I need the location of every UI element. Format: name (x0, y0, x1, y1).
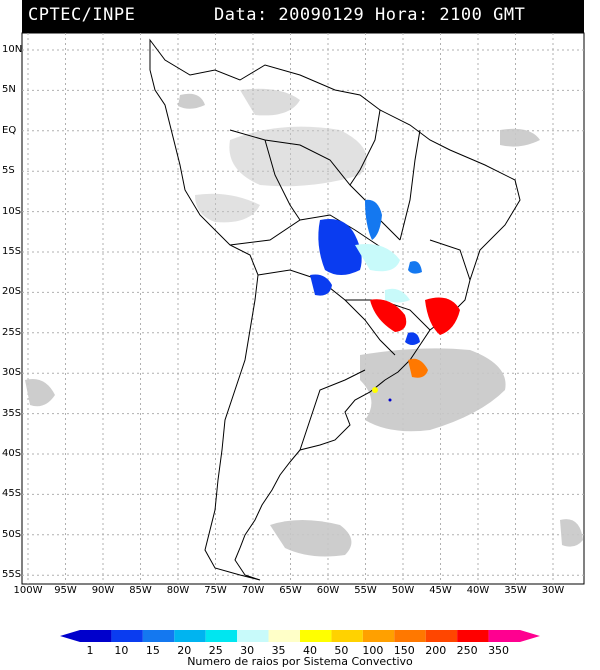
legend-value-label: 50 (334, 644, 349, 657)
legend-swatch (362, 630, 395, 642)
legend-value-label: 150 (393, 644, 415, 657)
longitude-label: 95W (54, 585, 77, 596)
date-time-label: Data: 20090129 Hora: 2100 GMT (214, 5, 526, 25)
longitude-label: 45W (429, 585, 452, 596)
legend-swatch (80, 630, 112, 642)
longitude-label: 70W (241, 585, 265, 596)
map-frame (21, 32, 585, 585)
longitude-label: 100W (13, 585, 43, 596)
latitude-label: 5N (2, 84, 16, 96)
legend-value-label: 20 (177, 644, 192, 657)
latitude-label: 50S (2, 528, 22, 540)
latitude-label: 5S (2, 165, 15, 177)
latitude-label: 20S (2, 286, 22, 298)
legend-value-label: 100 (362, 644, 384, 657)
legend-swatch (331, 630, 363, 642)
longitude-label: 90W (91, 585, 115, 596)
legend-colorbar (60, 630, 540, 642)
legend-value-label: 35 (271, 644, 286, 657)
legend-swatch (142, 630, 175, 642)
longitude-label: 40W (466, 585, 490, 596)
legend-swatch (457, 630, 489, 642)
map-header: CPTEC/INPE Data: 20090129 Hora: 2100 GMT (22, 0, 584, 33)
latitude-label: 45S (2, 488, 22, 500)
longitude-label: 85W (129, 585, 152, 596)
latitude-label: 10S (2, 205, 22, 217)
lightning-systems (310, 199, 460, 402)
longitude-label: 80W (166, 585, 190, 596)
legend-swatch (268, 630, 300, 642)
latitude-label: 35S (2, 407, 22, 419)
legend-value-label: 1 (86, 644, 94, 657)
longitude-label: 75W (204, 585, 227, 596)
cloud-cover (25, 88, 583, 557)
longitude-label: 65W (279, 585, 302, 596)
legend-value-label: 200 (425, 644, 447, 657)
legend-swatch (488, 630, 520, 642)
legend-value-label: 350 (488, 644, 510, 657)
legend-swatch (111, 630, 143, 642)
legend-swatch (205, 630, 238, 642)
legend-left-arrow (60, 630, 80, 642)
legend-swatch (300, 630, 332, 642)
latitude-label: 10N (2, 44, 23, 55)
legend-value-label: 40 (303, 644, 317, 657)
longitude-label: 50W (391, 585, 415, 596)
latitude-label: 25S (2, 326, 22, 338)
latitude-label: 30S (2, 367, 22, 379)
legend-value-label: 10 (114, 644, 129, 657)
legend-swatch (425, 630, 458, 642)
longitude-label: 60W (316, 585, 340, 596)
legend-title: Numero de raios por Sistema Convectivo (187, 655, 413, 668)
longitude-label: 55W (354, 585, 377, 596)
latitude-label: 55S (2, 569, 22, 581)
latitude-label: EQ (2, 124, 17, 136)
legend-value-label: 30 (240, 644, 255, 657)
latitude-label: 15S (2, 246, 22, 257)
legend-swatch (237, 630, 269, 642)
source-label: CPTEC/INPE (28, 5, 136, 25)
legend-swatch (394, 630, 426, 642)
legend-right-arrow (520, 630, 540, 642)
longitude-label: 30W (541, 585, 565, 596)
legend-swatch (174, 630, 206, 642)
legend-value-label: 250 (456, 644, 478, 657)
legend-value-label: 25 (208, 644, 223, 657)
latitude-label: 40S (2, 448, 22, 459)
grid-lines (22, 33, 584, 584)
longitude-label: 35W (504, 585, 527, 596)
legend-value-label: 15 (145, 644, 160, 657)
